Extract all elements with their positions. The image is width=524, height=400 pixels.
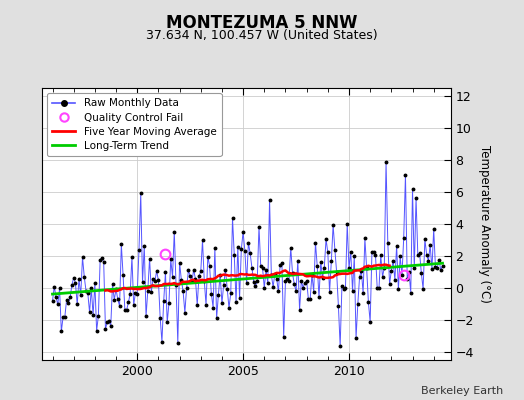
Text: MONTEZUMA 5 NNW: MONTEZUMA 5 NNW <box>166 14 358 32</box>
Text: Berkeley Earth: Berkeley Earth <box>421 386 503 396</box>
Y-axis label: Temperature Anomaly (°C): Temperature Anomaly (°C) <box>477 145 490 303</box>
Text: 37.634 N, 100.457 W (United States): 37.634 N, 100.457 W (United States) <box>146 29 378 42</box>
Legend: Raw Monthly Data, Quality Control Fail, Five Year Moving Average, Long-Term Tren: Raw Monthly Data, Quality Control Fail, … <box>47 93 222 156</box>
